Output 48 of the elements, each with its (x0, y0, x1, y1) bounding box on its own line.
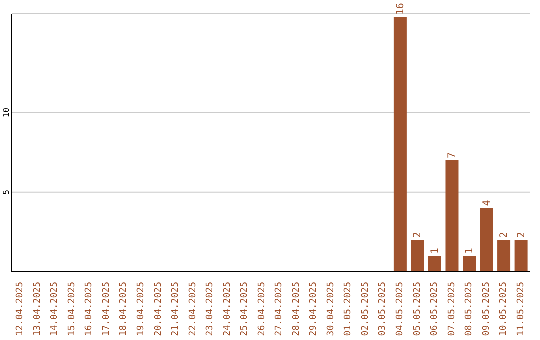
x-tick-label: 27.04.2025 (274, 282, 285, 336)
x-tick-label: 20.04.2025 (154, 282, 164, 336)
data-label: 16 (395, 3, 406, 16)
bar (394, 17, 407, 272)
x-tick-label: 29.04.2025 (309, 282, 320, 336)
bar (428, 256, 442, 272)
x-tick-label: 06.05.2025 (430, 282, 440, 336)
x-tick-label: 05.05.2025 (412, 282, 423, 336)
y-tick-label: 5 (2, 190, 11, 195)
x-tick-label: 22.04.2025 (188, 282, 198, 336)
bar (514, 240, 528, 272)
bar (463, 256, 476, 272)
x-tick-label: 11.05.2025 (516, 282, 526, 336)
x-tick-label: 01.05.2025 (344, 282, 354, 336)
x-tick-label: 12.04.2025 (16, 282, 26, 336)
x-tick-label: 03.05.2025 (378, 282, 388, 336)
data-label: 2 (516, 232, 528, 238)
x-tick-label: 15.04.2025 (67, 282, 78, 336)
x-tick-label: 10.05.2025 (499, 282, 510, 336)
x-tick-label: 09.05.2025 (482, 282, 492, 336)
data-label: 7 (447, 152, 458, 159)
x-tick-label: 16.04.2025 (84, 282, 95, 336)
x-tick-label: 13.04.2025 (32, 282, 43, 336)
x-tick-label: 24.04.2025 (222, 282, 233, 336)
x-tick-label: 18.04.2025 (119, 282, 130, 336)
data-label: 2 (412, 232, 424, 238)
x-tick-label: 08.05.2025 (464, 282, 475, 336)
bar (446, 160, 459, 272)
x-tick-label: 23.04.2025 (206, 282, 216, 336)
bar (411, 240, 424, 272)
data-label: 1 (464, 248, 476, 254)
x-tick-label: 21.04.2025 (171, 282, 182, 336)
x-tick-label: 28.04.2025 (292, 282, 302, 336)
x-tick-label: 04.05.2025 (396, 282, 406, 336)
bar (498, 240, 511, 272)
data-label: 4 (482, 200, 493, 206)
data-label: 1 (430, 248, 441, 254)
x-tick-label: 02.05.2025 (360, 282, 371, 336)
x-tick-label: 30.04.2025 (326, 282, 336, 336)
x-tick-label: 19.04.2025 (136, 282, 146, 336)
x-tick-label: 14.04.2025 (50, 282, 60, 336)
y-tick-label: 10 (2, 108, 11, 118)
x-tick-label: 17.04.2025 (102, 282, 112, 336)
bar (480, 208, 494, 272)
x-tick-label: 25.04.2025 (240, 282, 250, 336)
x-tick-label: 07.05.2025 (447, 282, 458, 336)
data-label: 2 (499, 232, 510, 238)
x-tick-label: 26.04.2025 (257, 282, 268, 336)
